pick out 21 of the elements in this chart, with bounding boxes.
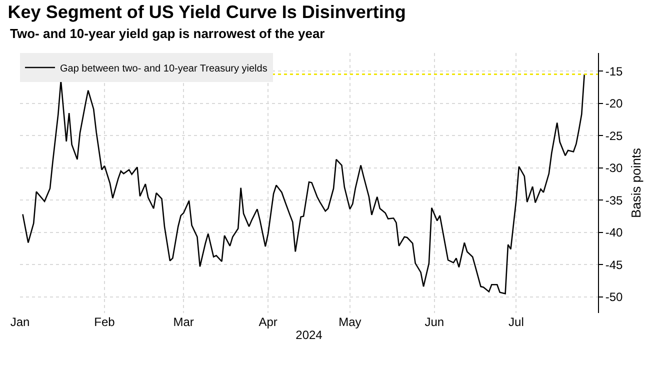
line-series <box>22 74 586 294</box>
x-tick-label: Mar <box>173 315 194 329</box>
y-tick-label: -35 <box>605 193 624 208</box>
legend-label: Gap between two- and 10-year Treasury yields <box>60 63 268 74</box>
chart-title: Key Segment of US Yield Curve Is Disinverting <box>8 2 406 22</box>
x-tick-label: Apr <box>258 315 278 329</box>
y-tick-label: -50 <box>605 290 624 304</box>
x-tick-label: May <box>338 315 362 329</box>
x-axis-title: 2024 <box>296 328 323 342</box>
y-tick-label: -30 <box>605 161 624 176</box>
y-tick-label: -40 <box>605 226 624 240</box>
y-tick-label: -25 <box>605 128 624 143</box>
y-tick-label: -20 <box>605 96 624 111</box>
x-tick-label: Jan <box>10 315 30 329</box>
x-tick-label: Feb <box>94 315 116 329</box>
y-tick-label: -15 <box>605 64 624 78</box>
x-tick-label: Jul <box>508 315 524 329</box>
y-axis-title: Basis points <box>628 147 644 218</box>
chart-subtitle: Two- and 10-year yield gap is narrowest of the year <box>10 26 325 41</box>
y-tick-label: -45 <box>605 258 624 272</box>
x-tick-label: Jun <box>424 315 444 329</box>
